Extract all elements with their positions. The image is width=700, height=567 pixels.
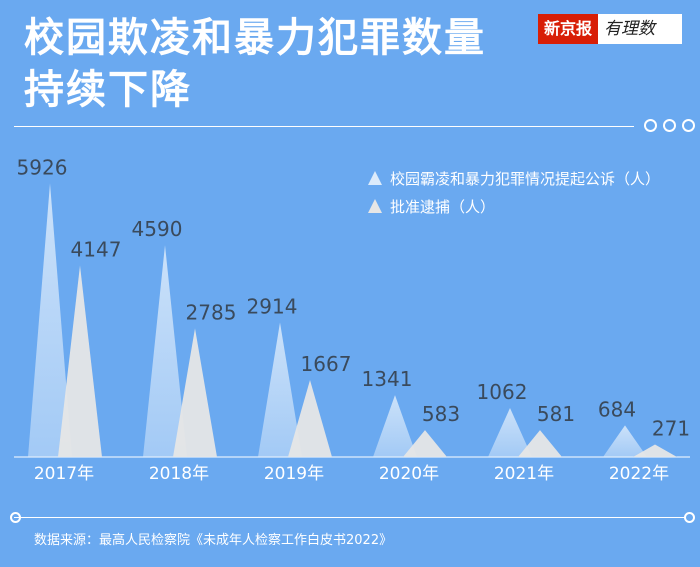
legend-item-series2: 批准逮捕（人） bbox=[368, 192, 660, 220]
bar-mark-s2-3 bbox=[403, 430, 447, 457]
top-divider bbox=[14, 126, 634, 127]
data-label-s1-5: 684 bbox=[598, 397, 636, 421]
bar-mark-s1-3 bbox=[373, 395, 417, 457]
title-line-1: 校园欺凌和暴力犯罪数量 bbox=[24, 15, 486, 61]
bar-mark-s2-4 bbox=[518, 430, 562, 457]
title-line-2: 持续下降 bbox=[24, 67, 192, 113]
bar-mark-s1-5 bbox=[603, 425, 647, 457]
chart-legend: 校园霸凌和暴力犯罪情况提起公诉（人） 批准逮捕（人） bbox=[368, 164, 660, 220]
data-label-s1-4: 1062 bbox=[477, 380, 528, 404]
dot-icon bbox=[682, 119, 695, 132]
dots-decoration bbox=[644, 119, 695, 132]
bar-mark-s2-2 bbox=[288, 380, 332, 457]
data-label-s2-1: 2785 bbox=[186, 300, 237, 324]
bar-mark-s2-1 bbox=[173, 328, 217, 457]
bottom-divider bbox=[14, 517, 690, 518]
legend-label-series1: 校园霸凌和暴力犯罪情况提起公诉（人） bbox=[390, 169, 661, 188]
data-label-s2-2: 1667 bbox=[301, 352, 352, 376]
x-tick-label-5: 2022年 bbox=[609, 464, 669, 484]
data-label-s2-4: 581 bbox=[537, 402, 575, 426]
data-label-s1-3: 1341 bbox=[362, 367, 413, 391]
source-note: 数据来源：最高人民检察院《未成年人检察工作白皮书2022》 bbox=[34, 533, 393, 548]
page-title: 校园欺凌和暴力犯罪数量 持续下降 bbox=[24, 12, 486, 116]
data-label-s2-5: 271 bbox=[652, 416, 690, 440]
dot-icon bbox=[663, 119, 676, 132]
brand-logo: 新京报 有理数 bbox=[538, 14, 682, 44]
bar-mark-s1-4 bbox=[488, 407, 532, 457]
logo-red-text: 新京报 bbox=[538, 14, 599, 44]
x-tick-label-2: 2019年 bbox=[264, 464, 324, 484]
dot-icon bbox=[684, 512, 695, 523]
bar-mark-s1-0 bbox=[28, 183, 72, 458]
bar-mark-s1-2 bbox=[258, 322, 302, 457]
logo-white-text: 有理数 bbox=[598, 14, 682, 44]
data-label-s2-3: 583 bbox=[422, 402, 460, 426]
x-tick-label-0: 2017年 bbox=[34, 464, 94, 484]
triangle-icon bbox=[368, 199, 382, 213]
dot-icon bbox=[644, 119, 657, 132]
legend-item-series1: 校园霸凌和暴力犯罪情况提起公诉（人） bbox=[368, 164, 660, 192]
bar-mark-s2-0 bbox=[58, 265, 102, 457]
x-tick-label-4: 2021年 bbox=[494, 464, 554, 484]
legend-label-series2: 批准逮捕（人） bbox=[390, 197, 496, 216]
data-label-s2-0: 4147 bbox=[71, 238, 122, 262]
bar-mark-s2-5 bbox=[633, 444, 677, 457]
data-label-s1-1: 4590 bbox=[132, 217, 183, 241]
x-tick-label-3: 2020年 bbox=[379, 464, 439, 484]
data-label-s1-2: 2914 bbox=[247, 294, 298, 318]
bar-mark-s1-1 bbox=[143, 245, 187, 457]
data-label-s1-0: 5926 bbox=[17, 155, 68, 179]
x-tick-label-1: 2018年 bbox=[149, 464, 209, 484]
triangle-icon bbox=[368, 171, 382, 185]
